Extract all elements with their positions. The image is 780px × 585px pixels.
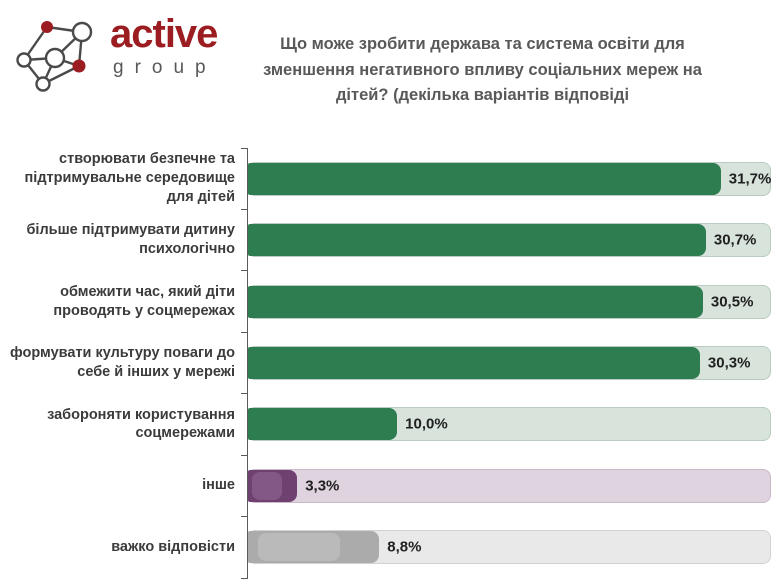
category-label: інше	[202, 477, 235, 494]
bar	[248, 285, 703, 318]
logo-node-red	[41, 21, 53, 33]
bar-highlight	[251, 471, 283, 500]
bar-track: 31,7%	[247, 161, 772, 196]
category-label: забороняти користування соцмережами	[47, 406, 235, 442]
category-label: обмежити час, який діти проводять у соцм…	[53, 283, 235, 319]
bar-chart-rows: створювати безпечне та підтримувальне се…	[0, 148, 771, 578]
value-label: 30,3%	[707, 354, 751, 372]
chart-row: формувати культуру поваги до себе й інши…	[0, 332, 771, 393]
logo-sub-text: group	[113, 57, 217, 78]
value-label: 30,5%	[710, 293, 754, 311]
chart-row: забороняти користування соцмережами 10,0…	[0, 394, 771, 455]
bar	[248, 469, 298, 502]
chart-title-line-3: дітей? (декілька варіантів відповіді	[335, 86, 630, 105]
logo-node-white	[44, 47, 66, 69]
plot-cell: 10,0%	[247, 394, 771, 455]
chart-row: важко відповісти 8,8%	[0, 517, 771, 578]
value-label: 30,7%	[713, 231, 757, 249]
axis-tick	[241, 516, 248, 518]
network-graph-icon	[16, 21, 93, 92]
chart-row: створювати безпечне та підтримувальне се…	[0, 148, 772, 209]
chart-row: більше підтримувати дитину психологічно …	[0, 209, 771, 270]
chart-title-line-1: Що може зробити держава та система освіт…	[280, 35, 685, 53]
bar-track: 30,5%	[247, 284, 771, 319]
logo-node-white	[71, 21, 93, 43]
bar	[248, 224, 706, 257]
category-label: більше підтримувати дитину психологічно	[26, 222, 235, 258]
axis-tick	[241, 147, 248, 149]
axis-tick	[241, 577, 248, 579]
plot-cell: 8,8%	[247, 517, 771, 578]
bar-track: 3,3%	[247, 468, 771, 503]
bar-track: 30,3%	[247, 345, 771, 380]
logo-node-white	[35, 76, 51, 92]
value-label: 10,0%	[405, 415, 448, 433]
logo-brand-text: active	[110, 12, 218, 56]
y-axis-line	[247, 148, 248, 578]
value-label: 8,8%	[387, 538, 422, 556]
category-label: формувати культуру поваги до себе й інши…	[10, 345, 235, 380]
bar	[248, 162, 721, 195]
category-label: створювати безпечне та підтримувальне се…	[24, 151, 235, 206]
bar	[248, 346, 700, 379]
plot-cell: 31,7%	[247, 148, 771, 209]
axis-tick	[241, 270, 248, 272]
plot-cell: 30,3%	[247, 332, 771, 393]
plot-cell: 3,3%	[247, 455, 771, 516]
logo-node-red	[72, 59, 86, 73]
bar	[248, 408, 398, 441]
logo-node-white	[16, 52, 32, 68]
axis-tick	[241, 454, 248, 456]
header: active group Що може зробити держава та …	[0, 0, 780, 105]
plot-cell: 30,7%	[247, 209, 771, 270]
value-label: 31,7%	[728, 170, 772, 188]
bar-track: 30,7%	[247, 223, 771, 258]
axis-tick	[241, 331, 248, 333]
plot-cell: 30,5%	[247, 271, 771, 332]
chart-row: обмежити час, який діти проводять у соцм…	[0, 271, 771, 332]
chart-title: Що може зробити держава та система освіт…	[245, 32, 780, 109]
value-label: 3,3%	[305, 477, 340, 495]
bar-track: 8,8%	[247, 530, 771, 565]
logo-text: active group	[110, 12, 218, 78]
logo: active group	[0, 6, 245, 98]
bar	[248, 531, 380, 564]
chart-row: інше 3,3%	[0, 455, 771, 516]
axis-tick	[241, 208, 248, 210]
bar-track: 10,0%	[247, 407, 771, 442]
bar-highlight	[258, 533, 340, 562]
category-label: важко відповісти	[111, 538, 235, 555]
bar-chart: створювати безпечне та підтримувальне се…	[0, 147, 780, 579]
chart-title-line-2: зменшення негативного впливу соціальних …	[263, 60, 702, 79]
axis-tick	[241, 393, 248, 395]
